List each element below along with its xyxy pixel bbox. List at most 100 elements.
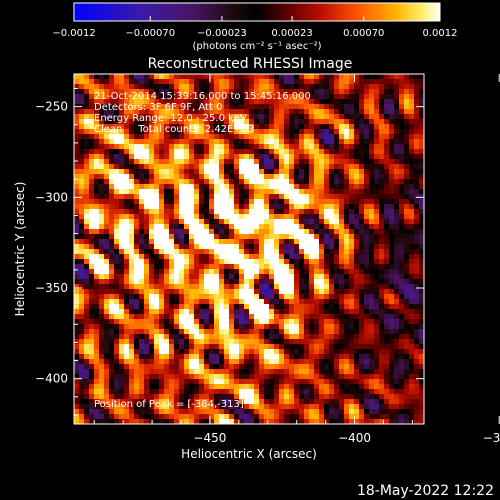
heatmap-pixel — [329, 319, 335, 325]
heatmap-pixel — [114, 144, 120, 150]
heatmap-pixel — [359, 184, 365, 190]
heatmap-pixel — [304, 399, 310, 405]
heatmap-pixel — [144, 404, 150, 410]
heatmap-pixel — [384, 154, 390, 160]
heatmap-pixel — [114, 389, 120, 395]
heatmap-pixel — [89, 234, 95, 240]
heatmap-pixel — [274, 89, 280, 95]
heatmap-pixel — [249, 339, 255, 345]
heatmap-pixel — [144, 289, 150, 295]
heatmap-pixel — [164, 279, 170, 285]
heatmap-pixel — [104, 214, 110, 220]
heatmap-pixel — [364, 419, 370, 424]
heatmap-pixel — [109, 234, 115, 240]
heatmap-pixel — [94, 194, 100, 200]
heatmap-pixel — [139, 364, 145, 370]
heatmap-pixel — [154, 129, 160, 135]
heatmap-pixel — [329, 194, 335, 200]
heatmap-pixel — [379, 219, 385, 225]
heatmap-pixel — [154, 404, 160, 410]
heatmap-pixel — [199, 134, 205, 140]
heatmap-pixel — [299, 329, 305, 335]
heatmap-pixel — [214, 249, 220, 255]
heatmap-pixel — [234, 259, 240, 265]
heatmap-pixel — [119, 349, 125, 355]
heatmap-pixel — [294, 219, 300, 225]
heatmap-pixel — [144, 334, 150, 340]
heatmap-pixel — [414, 269, 420, 275]
heatmap-pixel — [89, 99, 95, 105]
heatmap-pixel — [369, 299, 375, 305]
heatmap-pixel — [179, 279, 185, 285]
heatmap-pixel — [124, 104, 130, 110]
heatmap-pixel — [89, 319, 95, 325]
heatmap-pixel — [409, 259, 415, 265]
heatmap-pixel — [324, 129, 330, 135]
heatmap-pixel — [144, 239, 150, 245]
heatmap-pixel — [174, 319, 180, 325]
heatmap-pixel — [129, 339, 135, 345]
heatmap-pixel — [414, 129, 420, 135]
heatmap-pixel — [344, 384, 350, 390]
heatmap-pixel — [304, 299, 310, 305]
heatmap-pixel — [409, 144, 415, 150]
heatmap-pixel — [304, 79, 310, 85]
heatmap-pixel — [279, 274, 285, 280]
heatmap-pixel — [89, 184, 95, 190]
heatmap-pixel — [199, 364, 205, 370]
heatmap-pixel — [284, 409, 290, 415]
heatmap-pixel — [229, 164, 235, 170]
heatmap-pixel — [239, 314, 245, 320]
heatmap-pixel — [339, 124, 345, 130]
heatmap-pixel — [384, 179, 390, 185]
heatmap-pixel — [169, 144, 175, 150]
heatmap-pixel — [154, 289, 160, 295]
heatmap-pixel — [179, 109, 185, 115]
heatmap-pixel — [374, 244, 380, 250]
heatmap-pixel — [84, 169, 90, 175]
heatmap-pixel — [384, 369, 390, 375]
heatmap-pixel — [364, 269, 370, 275]
heatmap-pixel — [359, 349, 365, 355]
heatmap-pixel — [164, 114, 170, 120]
heatmap-pixel — [269, 359, 275, 365]
heatmap-pixel — [179, 189, 185, 195]
heatmap-pixel — [269, 139, 275, 145]
heatmap-pixel — [389, 174, 395, 180]
heatmap-pixel — [174, 134, 180, 140]
heatmap-pixel — [314, 409, 320, 415]
heatmap-pixel — [324, 254, 330, 260]
heatmap-pixel — [144, 399, 150, 405]
heatmap-pixel — [309, 169, 315, 175]
heatmap-pixel — [234, 94, 240, 100]
heatmap-pixel — [309, 239, 315, 245]
heatmap-pixel — [209, 364, 215, 370]
heatmap-pixel — [279, 149, 285, 155]
heatmap-pixel — [139, 84, 145, 90]
heatmap-pixel — [169, 314, 175, 320]
heatmap-pixel — [289, 349, 295, 355]
heatmap-pixel — [374, 394, 380, 400]
heatmap-pixel — [359, 239, 365, 245]
heatmap-pixel — [219, 119, 225, 125]
heatmap-pixel — [289, 199, 295, 205]
heatmap-pixel — [344, 279, 350, 285]
heatmap-pixel — [354, 344, 360, 350]
heatmap-pixel — [89, 279, 95, 285]
heatmap-pixel — [299, 154, 305, 160]
heatmap-pixel — [119, 189, 125, 195]
heatmap-pixel — [224, 374, 230, 380]
heatmap-pixel — [294, 234, 300, 240]
heatmap-pixel — [354, 324, 360, 330]
heatmap-pixel — [364, 254, 370, 260]
heatmap-pixel — [254, 249, 260, 255]
heatmap-pixel — [134, 254, 140, 260]
heatmap-pixel — [234, 124, 240, 130]
heatmap-pixel — [329, 104, 335, 110]
heatmap-pixel — [339, 109, 345, 115]
heatmap-pixel — [324, 324, 330, 330]
heatmap-pixel — [149, 379, 155, 385]
heatmap-pixel — [389, 249, 395, 255]
heatmap-pixel — [209, 354, 215, 360]
heatmap-pixel — [384, 289, 390, 295]
